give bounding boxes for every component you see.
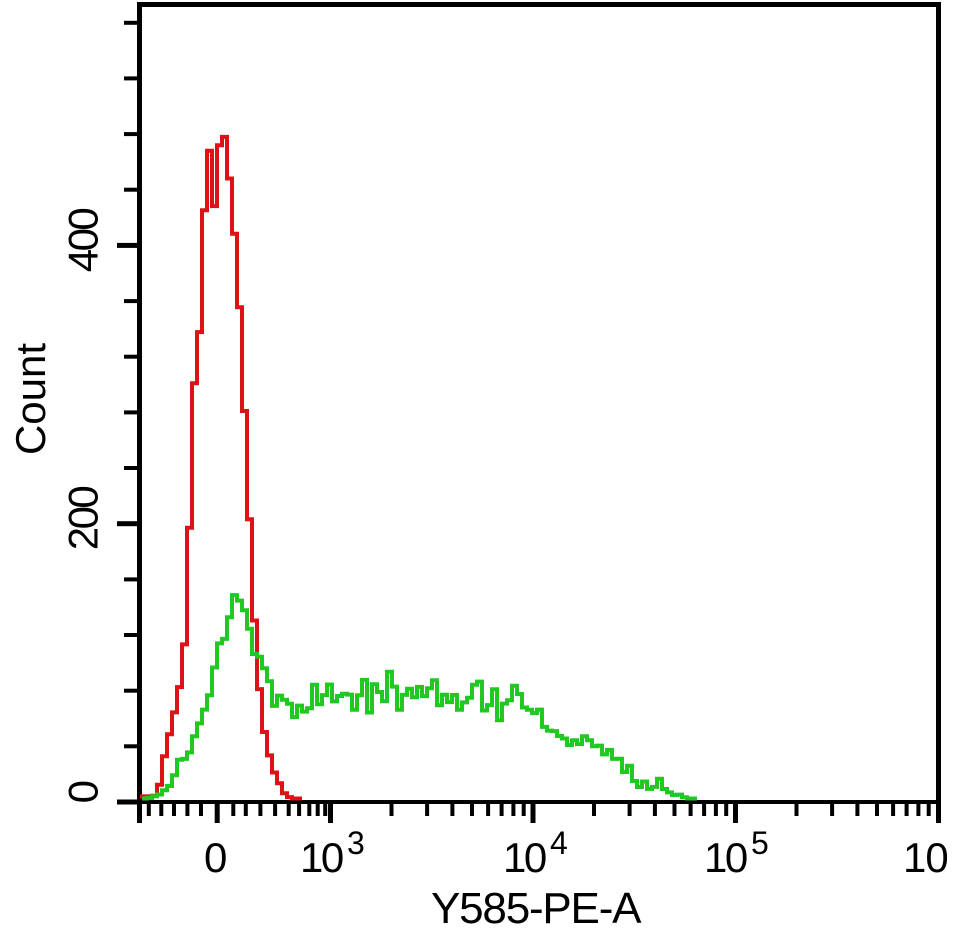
svg-text:200: 200 <box>60 487 107 551</box>
svg-text:10: 10 <box>300 834 343 881</box>
svg-text:Y585-PE-A: Y585-PE-A <box>431 884 642 932</box>
svg-text:10: 10 <box>503 834 546 881</box>
svg-text:3: 3 <box>347 825 365 861</box>
svg-text:4: 4 <box>550 825 568 861</box>
svg-text:5: 5 <box>751 825 769 861</box>
svg-text:10: 10 <box>704 834 747 881</box>
svg-text:10: 10 <box>903 834 948 881</box>
svg-text:400: 400 <box>60 209 107 273</box>
svg-text:Count: Count <box>7 343 54 455</box>
svg-text:0: 0 <box>204 834 226 881</box>
svg-text:0: 0 <box>60 781 107 803</box>
